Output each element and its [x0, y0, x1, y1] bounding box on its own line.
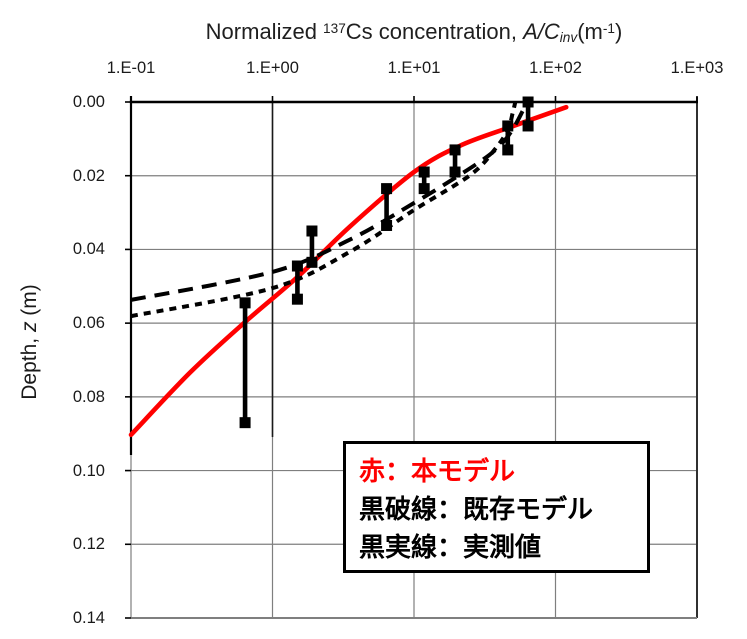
title-unit-exponent: -1 [602, 21, 615, 37]
existing-model-curve-long-dash [130, 101, 529, 302]
legend-entry-measured-values: 黒実線：実測値 [359, 532, 542, 562]
measured-interval-cap-top [522, 96, 534, 108]
y-tick-label: 0.12 [72, 535, 105, 554]
y-axis-tick-labels: 0.00 0.02 0.04 0.06 0.08 0.10 0.12 0.14 [38, 0, 105, 639]
measured-interval-cap-bottom [239, 417, 251, 429]
measured-interval-cap-top [502, 120, 514, 132]
y-tick-label: 0.10 [72, 461, 105, 480]
title-ratio-subscript: inv [559, 30, 578, 45]
measured-interval-cap-top [239, 297, 251, 309]
x-tick-label: 1.E-01 [106, 59, 156, 77]
y-tick-label: 0.00 [72, 92, 105, 111]
measured-interval-cap-bottom [418, 183, 430, 195]
measured-interval-cap-bottom [502, 144, 514, 156]
chart-title: Normalized 137Cs concentration, A/Cinv(m… [131, 19, 697, 45]
y-axis-title: Depth, z (m) [18, 284, 42, 400]
title-ratio-symbol: A/C [523, 19, 560, 44]
y-tick-label: 0.08 [72, 387, 105, 406]
title-text-normalized: Normalized [205, 19, 324, 44]
y-tick-label: 0.02 [72, 166, 105, 185]
legend-box: 赤：本モデル 黒破線：既存モデル 黒実線：実測値 [343, 441, 650, 573]
measured-interval-cap-top [291, 260, 303, 272]
x-tick-label: 1.E+02 [529, 59, 582, 77]
y-axis-unit: (m) [18, 284, 41, 322]
measured-interval-cap-bottom [449, 166, 461, 178]
y-tick-label: 0.14 [72, 608, 105, 627]
legend-entry-this-model: 赤：本モデル [359, 456, 516, 486]
y-tick-label: 0.06 [72, 314, 105, 333]
title-text-concentration: Cs concentration, [345, 19, 524, 44]
measured-interval-cap-top [306, 225, 318, 237]
isotope-mass-superscript: 137 [323, 21, 346, 37]
measured-interval-cap-top [381, 183, 393, 195]
measured-interval-cap-bottom [291, 293, 303, 305]
x-axis-tick-labels: 1.E-01 1.E+00 1.E+01 1.E+02 1.E+03 [0, 59, 747, 81]
x-tick-label: 1.E+01 [387, 59, 441, 77]
title-unit-open: (m [577, 19, 603, 44]
measured-interval-cap-bottom [381, 219, 393, 231]
model-curve-red [128, 104, 569, 438]
measured-interval-cap-top [449, 144, 461, 156]
measured-interval-cap-top [418, 166, 430, 178]
measured-interval-cap-bottom [522, 120, 534, 132]
y-axis-variable: z [18, 321, 41, 333]
y-axis-title-text: Depth, [18, 332, 41, 400]
measured-interval-cap-bottom [306, 256, 318, 268]
y-tick-label: 0.04 [72, 240, 105, 259]
x-tick-label: 1.E+03 [670, 59, 724, 77]
existing-model-curve-short-dash [130, 101, 518, 319]
x-tick-label: 1.E+00 [246, 59, 299, 77]
title-unit-close: ) [614, 19, 623, 44]
legend-entry-existing-model: 黒破線：既存モデル [359, 494, 594, 524]
